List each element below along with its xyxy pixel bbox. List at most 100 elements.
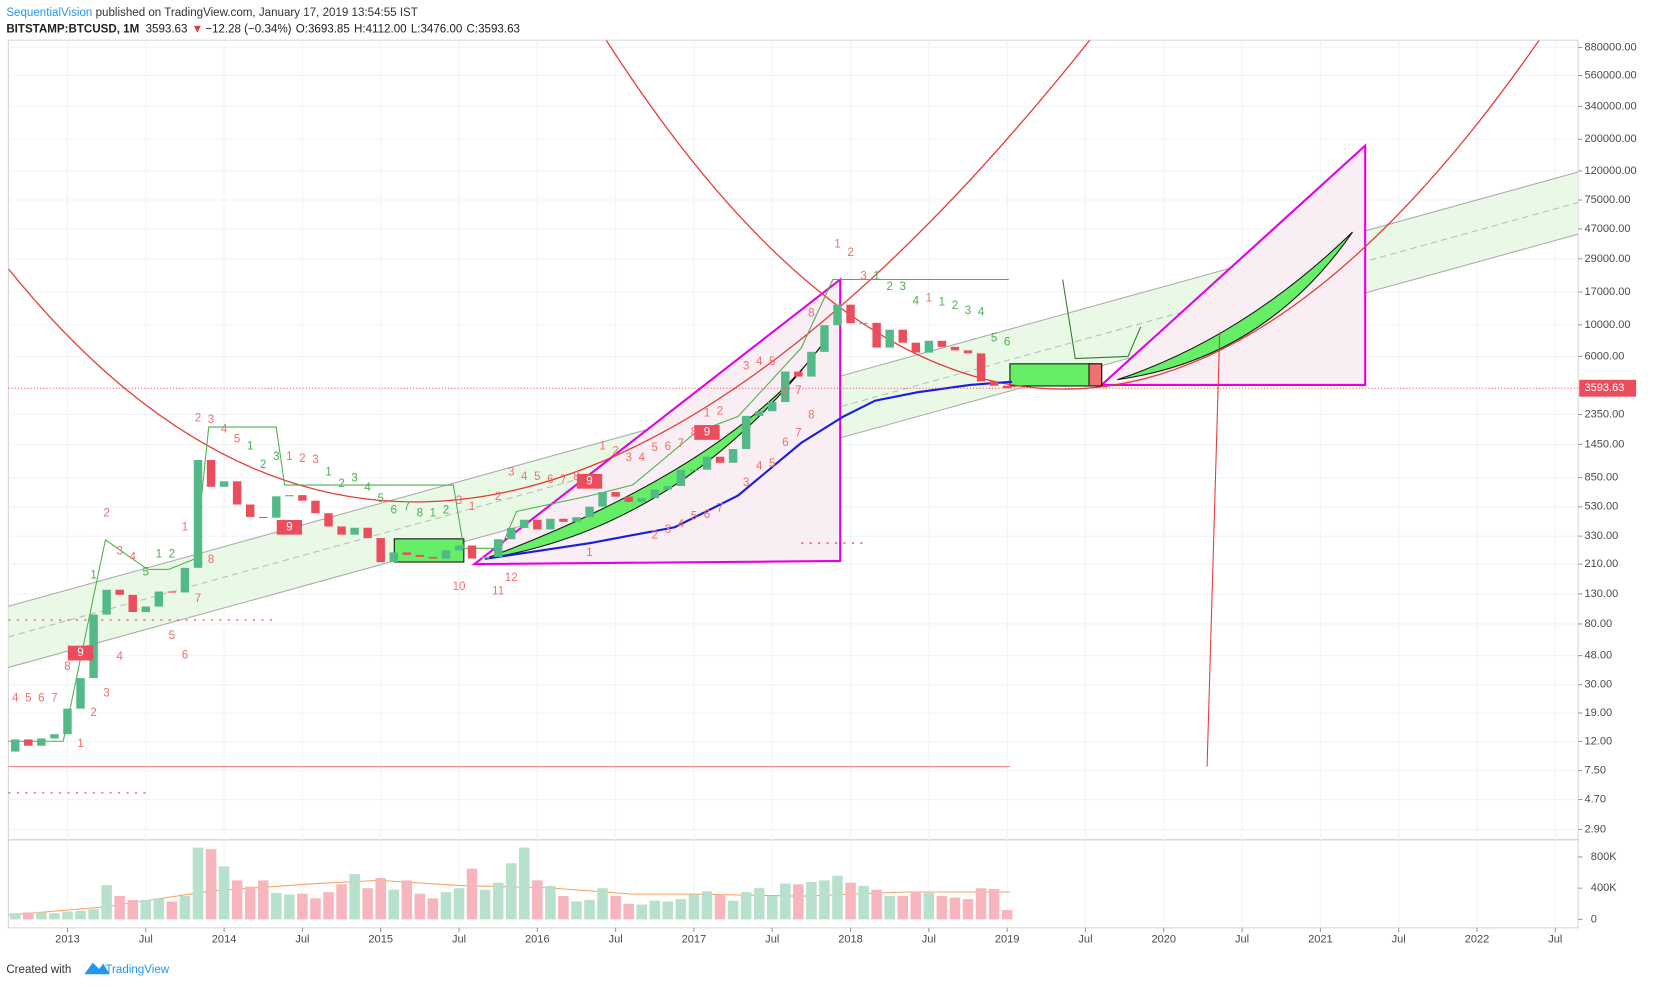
td-label: 1	[247, 440, 253, 452]
td-label: 8	[808, 308, 814, 320]
y-tick-label: 19.00	[1584, 707, 1612, 719]
volume-bar	[479, 889, 491, 920]
candle	[480, 556, 490, 559]
candle	[689, 469, 699, 471]
td-label: 5	[143, 567, 149, 579]
td-label: 3	[508, 467, 514, 479]
volume-bar	[897, 895, 909, 920]
low: L:3476.00	[411, 24, 463, 36]
candle	[350, 527, 359, 535]
td-label: 3	[900, 281, 906, 293]
footer-brand[interactable]: TradingView	[105, 964, 169, 976]
td-label: 3	[743, 361, 749, 373]
volume-bar	[362, 888, 373, 920]
volume-bar	[310, 898, 321, 920]
td-label: 3	[116, 545, 122, 557]
candle	[885, 329, 894, 348]
td-label: 1	[286, 451, 292, 463]
candle	[781, 371, 790, 403]
candle	[402, 552, 412, 555]
candle	[807, 351, 816, 377]
td-box	[576, 473, 603, 489]
td-label: 6	[182, 650, 188, 662]
candle	[989, 381, 999, 386]
candle	[259, 516, 268, 519]
y-tick-label: 29000.00	[1584, 253, 1630, 265]
candle	[872, 322, 881, 348]
x-tick-label: Jul	[452, 933, 466, 945]
author[interactable]: SequentialVision	[6, 7, 92, 19]
open: O:3693.85	[296, 24, 350, 36]
y-tick-label: 17000.00	[1584, 286, 1630, 298]
candle	[232, 481, 242, 505]
td-label: 3	[103, 688, 109, 700]
td-label: 5	[991, 333, 997, 345]
td-label: 2	[195, 413, 201, 425]
volume-bar	[753, 888, 765, 920]
x-tick-label: Jul	[139, 933, 153, 945]
candle	[115, 589, 124, 595]
candle	[285, 495, 294, 497]
trailing-line	[8, 278, 1009, 742]
x-tick-label: Jul	[922, 933, 936, 945]
td-label: 4	[221, 423, 228, 435]
volume-bar	[440, 892, 452, 920]
volume-bar	[9, 913, 21, 920]
td-label: 1	[325, 467, 331, 479]
td-label: 4	[756, 356, 763, 368]
candle	[89, 614, 98, 679]
td-label: 2	[90, 707, 96, 719]
td-label: 6	[665, 441, 671, 453]
x-tick-label: Jul	[1392, 933, 1406, 945]
symbol: BITSTAMP:BTCUSD, 1M	[6, 24, 139, 36]
td-label: 8	[808, 409, 814, 421]
moving-average	[484, 380, 1013, 560]
volume-bar	[884, 895, 895, 920]
price: 3593.63	[146, 24, 188, 36]
volume-bar	[323, 892, 334, 920]
y-tick-label: 530.00	[1584, 501, 1618, 513]
td-label: 7	[404, 501, 410, 513]
candle	[741, 415, 751, 449]
candle	[441, 550, 451, 559]
arrow-path	[1062, 279, 1142, 360]
volume-bar	[179, 895, 191, 920]
x-tick-label: Jul	[295, 933, 309, 945]
td-label: 4	[639, 452, 646, 464]
candle	[650, 489, 659, 499]
y-tick-label: 30.00	[1584, 679, 1612, 691]
candle	[663, 485, 673, 490]
box-2	[1009, 363, 1103, 387]
candle	[128, 594, 137, 613]
y-tick-label: 340000.00	[1584, 100, 1636, 112]
td-label: 6	[782, 437, 788, 449]
arrow-line	[1206, 332, 1221, 767]
volume-bar	[349, 874, 360, 920]
candle	[533, 519, 542, 530]
volume-tick-label: 0	[1591, 913, 1597, 925]
td-label: 5	[769, 458, 775, 470]
td-label: 6	[1004, 337, 1010, 349]
x-tick-label: 2021	[1308, 933, 1333, 945]
td-label: 3	[456, 495, 462, 507]
td-label: 1	[939, 297, 945, 309]
td-label: 2	[717, 405, 723, 417]
candle	[924, 340, 934, 353]
volume-bar	[649, 900, 661, 920]
x-tick-label: Jul	[609, 933, 623, 945]
td-box	[276, 519, 302, 535]
td-label: 2	[443, 504, 449, 516]
header-line-2: BITSTAMP:BTCUSD, 1M 3593.63 ▼ −12.28 (−0.34…	[6, 24, 520, 36]
td-label: 2	[495, 491, 501, 503]
td-label: 3	[273, 451, 279, 463]
candle	[467, 545, 477, 559]
volume-bar	[284, 894, 295, 920]
candle	[702, 456, 712, 470]
y-tick-label: 80.00	[1584, 618, 1612, 630]
td-label: 2	[169, 549, 175, 561]
volume-bar	[949, 897, 961, 920]
candle	[376, 538, 385, 563]
td-label: 4	[116, 651, 123, 663]
candle	[950, 346, 960, 351]
candle	[50, 734, 59, 739]
